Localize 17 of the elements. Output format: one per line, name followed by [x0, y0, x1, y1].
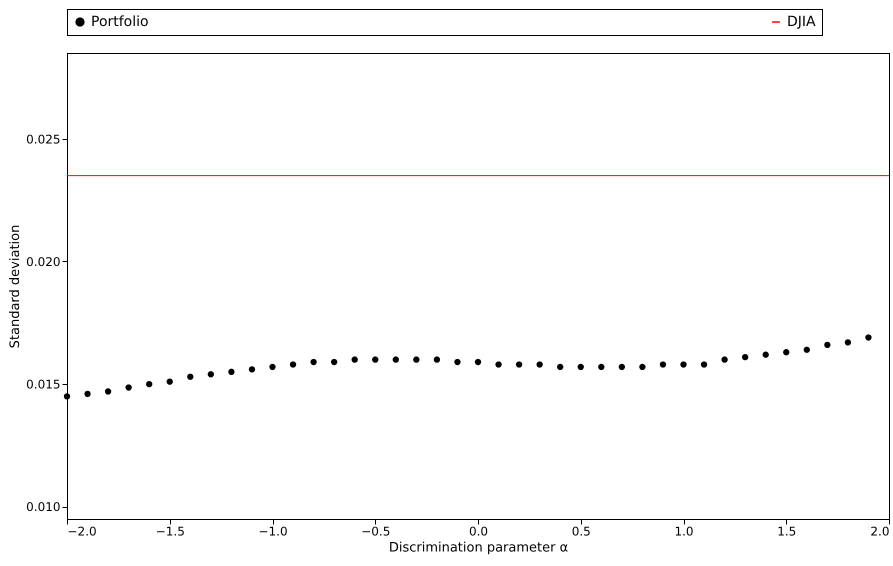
y-axis-title: Standard deviation: [8, 224, 24, 348]
y-tick-label: 0.020: [26, 254, 60, 269]
y-tick-label: 0.015: [26, 378, 60, 392]
y-tick-label: 0.010: [26, 500, 60, 514]
x-axis-title: Discrimination parameter α: [388, 540, 568, 556]
x-tick-label: −1.5: [156, 524, 185, 538]
x-tick-label: 1.5: [777, 524, 796, 538]
x-tick-label: −1.0: [258, 524, 288, 538]
x-tick-label: −0.5: [361, 524, 390, 538]
legend-label: DJIA: [787, 14, 816, 30]
x-tick-label: 0.5: [572, 524, 591, 538]
x-tick-label: 0.0: [468, 524, 488, 538]
legend-label: Portfolio: [91, 14, 149, 30]
x-tick-label: 1.0: [674, 524, 694, 538]
y-tick-label: 0.025: [26, 132, 60, 146]
x-tick-label: 2.0: [870, 524, 890, 538]
x-tick-label: −2.0: [68, 524, 97, 538]
